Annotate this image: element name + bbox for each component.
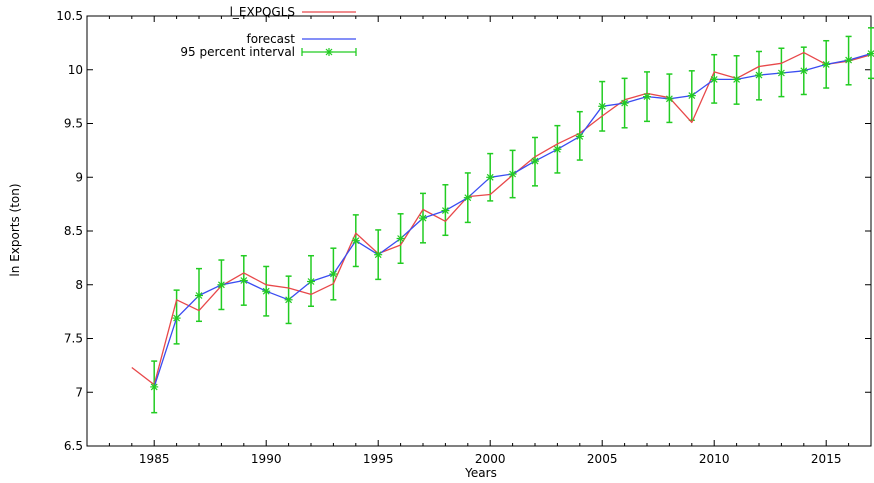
x-axis-title: Years: [464, 466, 497, 480]
y-tick-label: 8: [75, 278, 83, 292]
interval-markers: [150, 49, 874, 391]
interval-marker: [508, 170, 517, 178]
x-tick-label: 1985: [139, 452, 170, 466]
interval-marker: [284, 295, 293, 304]
series-line-1: [131, 51, 872, 386]
interval-marker: [419, 214, 427, 223]
interval-marker: [239, 276, 248, 285]
x-tick-label: 1990: [251, 452, 282, 466]
interval-marker: [441, 206, 450, 215]
interval-marker: [150, 382, 159, 391]
y-tick-label: 7: [75, 385, 83, 399]
series-line-2: [153, 52, 872, 388]
legend-label-series-2: forecast: [246, 32, 295, 46]
interval-marker: [531, 157, 539, 166]
interval-error-bars: [151, 27, 874, 414]
legend: l_EXPQGLS forecast 95 percent interval: [180, 5, 357, 59]
interval-marker: [486, 173, 495, 182]
interval-marker: [799, 66, 808, 75]
interval-marker: [710, 75, 719, 84]
legend-label-series-1: l_EXPQGLS: [230, 5, 295, 19]
interval-marker: [665, 94, 674, 103]
interval-marker: [598, 102, 607, 111]
interval-marker: [374, 250, 383, 259]
y-tick-label: 10.5: [56, 9, 83, 23]
y-axis-title: ln Exports (ton): [8, 183, 22, 276]
y-axis: 6.5 7 7.5 8 8.5 9 9.5 10 10.5: [56, 9, 871, 453]
plot-frame: [86, 15, 872, 447]
interval-marker: [643, 92, 651, 101]
interval-marker: [217, 280, 226, 289]
interval-marker: [195, 291, 203, 300]
x-tick-label: 1995: [363, 452, 394, 466]
interval-marker: [172, 314, 181, 323]
interval-marker: [307, 277, 315, 286]
interval-marker: [777, 69, 786, 77]
series-lines: [131, 51, 872, 388]
interval-marker: [463, 193, 472, 202]
x-axis: 1985 1990 1995 2000 2005 2010 2015: [86, 16, 872, 466]
y-tick-label: 9.5: [64, 117, 83, 131]
y-tick-label: 6.5: [64, 439, 83, 453]
interval-marker: [553, 145, 562, 154]
interval-marker: [732, 75, 741, 84]
y-tick-label: 10: [68, 63, 83, 77]
x-tick-label: 2015: [811, 452, 842, 466]
interval-marker: [620, 99, 629, 108]
interval-marker: [822, 60, 831, 69]
x-tick-label: 2010: [699, 452, 730, 466]
x-tick-label: 2000: [475, 452, 506, 466]
x-tick-label: 2005: [587, 452, 618, 466]
interval-marker: [867, 49, 874, 58]
y-tick-label: 9: [75, 170, 83, 184]
legend-swatch-interval: [301, 48, 357, 56]
interval-marker: [351, 236, 360, 245]
interval-marker: [575, 132, 584, 141]
y-tick-label: 7.5: [64, 332, 83, 346]
interval-marker: [329, 270, 338, 278]
interval-marker: [262, 287, 271, 296]
interval-marker: [844, 56, 853, 65]
interval-marker: [396, 234, 405, 243]
y-tick-label: 8.5: [64, 224, 83, 238]
interval-marker: [755, 71, 763, 80]
plot-border: [86, 15, 872, 447]
legend-label-interval: 95 percent interval: [180, 45, 295, 59]
interval-marker: [687, 91, 696, 100]
